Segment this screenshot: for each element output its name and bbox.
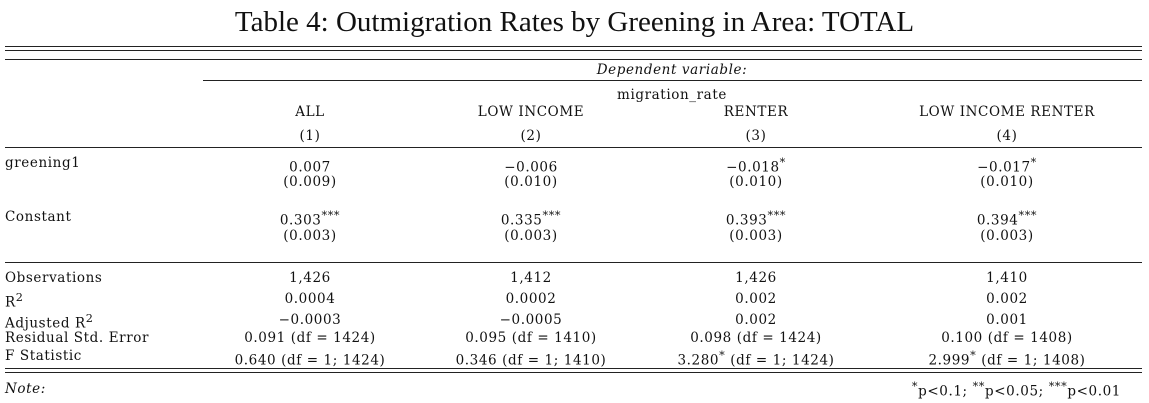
statistic-cell: 1,426 bbox=[289, 270, 331, 286]
coefficient-cell: −0.017* bbox=[977, 156, 1037, 176]
table-title: Table 4: Outmigration Rates by Greening … bbox=[234, 6, 915, 38]
header-rule bbox=[5, 59, 1142, 60]
statistics-rule bbox=[5, 262, 1142, 263]
statistic-cell: 0.098 (df = 1424) bbox=[690, 330, 822, 346]
statistic-cell: 0.001 bbox=[986, 312, 1028, 328]
standard-error-cell: (0.003) bbox=[980, 228, 1034, 244]
statistic-cell: 0.002 bbox=[735, 291, 777, 307]
statistic-cell: 1,410 bbox=[986, 270, 1028, 286]
row-label-adjusted-r-squared: Adjusted R2 bbox=[5, 312, 94, 332]
column-number-4: (4) bbox=[996, 128, 1018, 144]
coefficient-cell: 0.394*** bbox=[976, 209, 1038, 229]
statistic-cell: 1,412 bbox=[510, 270, 552, 286]
column-number-1: (1) bbox=[299, 128, 321, 144]
row-label-observations: Observations bbox=[5, 270, 103, 286]
coefficient-cell: 0.393*** bbox=[725, 209, 787, 229]
statistic-cell: −0.0005 bbox=[499, 312, 563, 328]
statistic-cell: 0.346 (df = 1; 1410) bbox=[455, 352, 607, 369]
column-header-4: LOW INCOME RENTER bbox=[919, 104, 1095, 120]
dependent-variable-name: migration_rate bbox=[617, 87, 727, 103]
significance-note: *p<0.1; **p<0.05; ***p<0.01 bbox=[911, 380, 1121, 400]
row-label-r-squared: R2 bbox=[5, 291, 24, 311]
statistic-cell: 0.091 (df = 1424) bbox=[244, 330, 376, 346]
coefficient-cell: 0.007 bbox=[289, 159, 331, 176]
statistic-cell: 2.999* (df = 1; 1408) bbox=[928, 349, 1086, 369]
statistic-cell: 0.002 bbox=[986, 291, 1028, 307]
top-rule-1 bbox=[5, 46, 1142, 47]
standard-error-cell: (0.003) bbox=[283, 228, 337, 244]
column-header-3: RENTER bbox=[723, 104, 789, 120]
statistic-cell: 0.640 (df = 1; 1424) bbox=[234, 352, 386, 369]
dependent-variable-label: Dependent variable: bbox=[596, 62, 748, 78]
top-rule-2 bbox=[5, 50, 1142, 51]
coefficient-cell: 0.303*** bbox=[279, 209, 341, 229]
column-header-2: LOW INCOME bbox=[477, 104, 585, 120]
body-top-rule bbox=[5, 147, 1142, 148]
note-label: Note: bbox=[5, 381, 46, 397]
row-label-f-statistic: F Statistic bbox=[5, 348, 82, 364]
column-number-3: (3) bbox=[745, 128, 767, 144]
standard-error-cell: (0.010) bbox=[980, 174, 1034, 190]
statistic-cell: 0.002 bbox=[735, 312, 777, 328]
statistic-cell: 3.280* (df = 1; 1424) bbox=[677, 349, 835, 369]
coefficient-cell: −0.006 bbox=[504, 159, 558, 176]
statistic-cell: 1,426 bbox=[735, 270, 777, 286]
row-label-greening1: greening1 bbox=[5, 155, 81, 171]
standard-error-cell: (0.003) bbox=[729, 228, 783, 244]
standard-error-cell: (0.003) bbox=[504, 228, 558, 244]
statistic-cell: −0.0003 bbox=[278, 312, 342, 328]
row-label-residual-std-error: Residual Std. Error bbox=[5, 330, 150, 346]
statistic-cell: 0.095 (df = 1410) bbox=[465, 330, 597, 346]
standard-error-cell: (0.010) bbox=[504, 174, 558, 190]
dependent-variable-rule bbox=[203, 80, 1142, 81]
bottom-rule-1 bbox=[5, 368, 1142, 369]
column-number-2: (2) bbox=[520, 128, 542, 144]
statistic-cell: 0.100 (df = 1408) bbox=[941, 330, 1073, 346]
column-header-1: ALL bbox=[295, 104, 325, 120]
bottom-rule-2 bbox=[5, 372, 1142, 373]
row-label-constant: Constant bbox=[5, 209, 72, 225]
coefficient-cell: −0.018* bbox=[726, 156, 786, 176]
standard-error-cell: (0.009) bbox=[283, 174, 337, 190]
statistic-cell: 0.0004 bbox=[284, 291, 336, 307]
coefficient-cell: 0.335*** bbox=[500, 209, 562, 229]
standard-error-cell: (0.010) bbox=[729, 174, 783, 190]
statistic-cell: 0.0002 bbox=[505, 291, 557, 307]
